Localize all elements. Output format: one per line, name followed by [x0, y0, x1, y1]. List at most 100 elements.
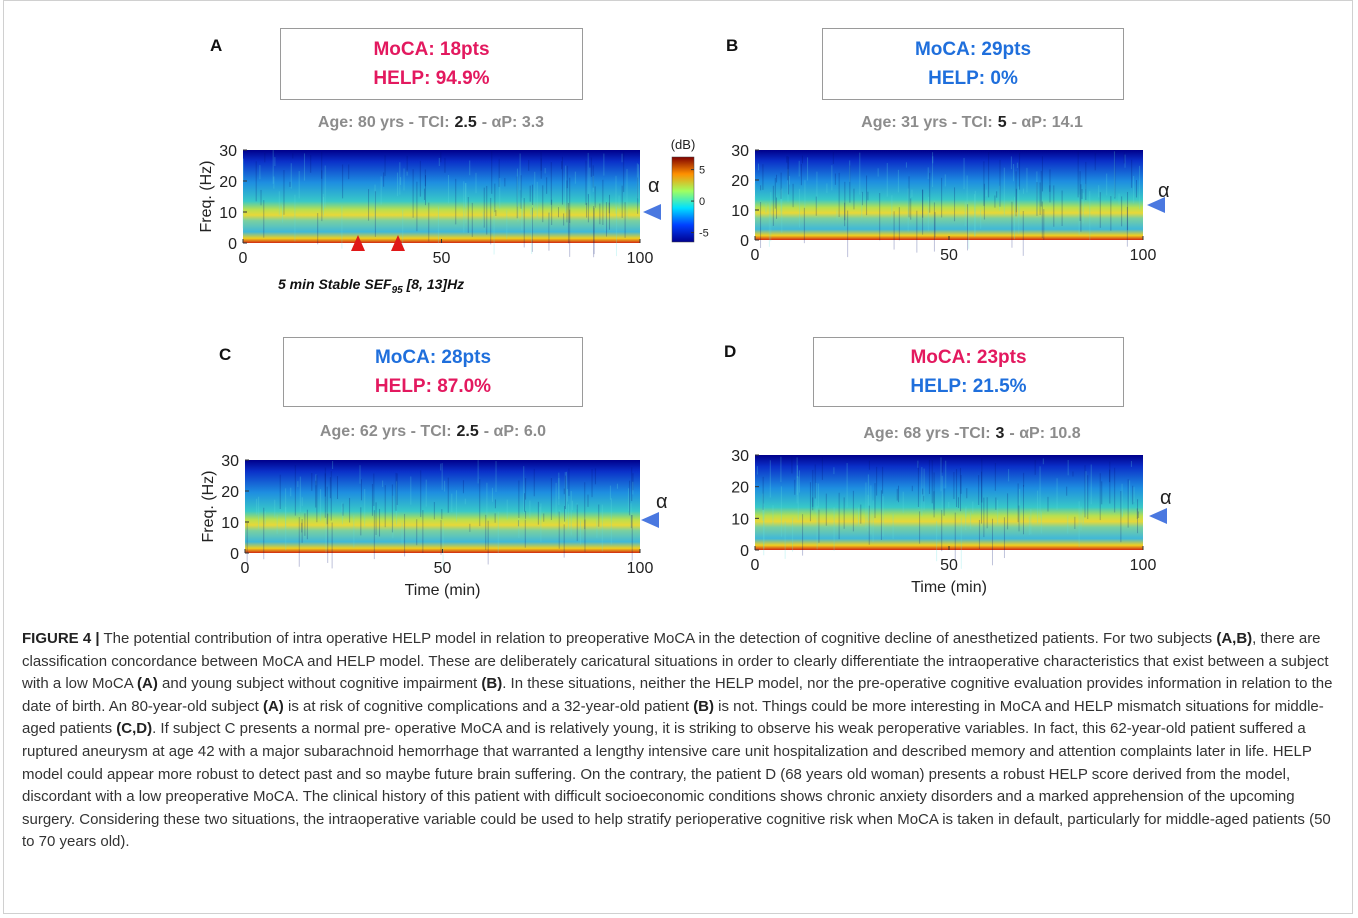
x-tick-label: 50: [940, 247, 958, 264]
x-tick-label: 100: [1130, 557, 1157, 574]
colorbar: [671, 156, 695, 243]
info-tci: 3: [995, 425, 1005, 442]
y-tick-label: 30: [219, 143, 237, 160]
alpha-label: α: [656, 491, 668, 513]
moca-score: MoCA: 18pts: [373, 39, 490, 60]
spectrogram-texture: [756, 455, 1140, 569]
y-tick-label: 0: [740, 543, 749, 560]
caption-text: and young subject without cognitive impa…: [157, 675, 482, 693]
caption-ref: (A,B): [1216, 630, 1253, 647]
moca-score: MoCA: 23pts: [910, 347, 1027, 368]
sef-annotation: 5 min Stable SEF95 [8, 13]Hz: [278, 276, 464, 296]
y-tick-label: 20: [219, 174, 237, 191]
y-tick-label: 0: [228, 236, 237, 253]
alpha-marker: [641, 512, 659, 528]
spectrogram-texture: [246, 460, 634, 570]
panel-label: C: [219, 345, 232, 364]
x-tick-label: 50: [434, 560, 452, 577]
y-tick-label: 10: [221, 515, 239, 532]
y-tick-label: 10: [731, 203, 749, 220]
info-tci: 5: [997, 114, 1007, 131]
x-tick-label: 0: [241, 560, 250, 577]
x-tick-label: 100: [627, 560, 654, 577]
info-alpha-power: - αP: 3.3: [481, 114, 545, 131]
sef-arrow: [351, 235, 365, 251]
info-alpha-power: - αP: 14.1: [1011, 114, 1083, 131]
y-tick-label: 30: [731, 448, 749, 465]
y-axis-label: Freq. (Hz): [198, 161, 215, 233]
caption-ref: (B): [481, 675, 503, 693]
info-age: Age: 31 yrs - TCI:: [861, 114, 993, 131]
info-alpha-power: - αP: 10.8: [1009, 425, 1081, 442]
sef-range: [8, 13]Hz: [403, 276, 464, 292]
caption-text: is not. Things could be more interesting…: [22, 697, 1324, 738]
subject-info: Age: 31 yrs - TCI: 5- αP: 14.1: [861, 114, 1083, 132]
caption-text: is at risk of cognitive complications an…: [283, 697, 694, 715]
spectrogram-texture: [242, 150, 639, 258]
spectrogram: [755, 150, 1143, 240]
subject-info: Age: 80 yrs - TCI: 2.5- αP: 3.3: [318, 114, 544, 132]
x-tick-label: 0: [239, 250, 248, 267]
caption-ref: (A): [262, 697, 284, 715]
x-tick-label: 100: [1130, 247, 1157, 264]
y-tick-label: 30: [221, 453, 239, 470]
caption-text: The potential contribution of intra oper…: [103, 630, 1217, 647]
score-box: MoCA: 28pts HELP: 87.0%: [283, 337, 583, 407]
sef-arrow: [391, 235, 405, 251]
colorbar-tick-label: 0: [699, 196, 705, 208]
spectrogram: [245, 460, 640, 553]
x-tick-label: 0: [751, 247, 760, 264]
info-alpha-power: - αP: 6.0: [483, 423, 547, 440]
subject-info: Age: 68 yrs -TCI: 3- αP: 10.8: [863, 425, 1080, 443]
colorbar-tick-label: -5: [699, 228, 709, 240]
alpha-marker: [643, 204, 661, 220]
x-tick-label: 50: [940, 557, 958, 574]
caption-ref: (A): [137, 675, 158, 693]
sef-text: 5 min Stable SEF: [278, 276, 392, 292]
caption-text: . If subject C presents a normal pre- op…: [22, 720, 1331, 851]
sef-subscript: 95: [392, 285, 404, 296]
caption-text: , there are classification concordance b…: [22, 630, 1329, 693]
help-score: HELP: 21.5%: [910, 376, 1027, 397]
y-tick-label: 20: [731, 480, 749, 497]
panel-label: D: [724, 342, 737, 361]
help-score: HELP: 0%: [928, 68, 1018, 89]
info-tci: 2.5: [456, 423, 479, 440]
moca-score: MoCA: 28pts: [374, 347, 492, 368]
colorbar-title: (dB): [671, 137, 696, 152]
y-tick-label: 20: [221, 484, 239, 501]
alpha-marker: [1147, 197, 1165, 213]
y-tick-label: 0: [740, 233, 749, 250]
y-tick-label: 10: [219, 205, 237, 222]
caption-ref: (B): [693, 697, 715, 715]
y-tick-label: 30: [731, 143, 749, 160]
x-tick-label: 0: [751, 557, 760, 574]
x-axis-label: Time (min): [405, 582, 481, 599]
x-tick-label: 100: [627, 250, 654, 267]
help-score: HELP: 87.0%: [374, 376, 492, 397]
spectrogram: [243, 150, 640, 243]
info-age: Age: 68 yrs -TCI:: [863, 425, 991, 442]
info-tci: 2.5: [454, 114, 477, 131]
x-axis-label: Time (min): [911, 579, 987, 596]
panel-label: A: [210, 36, 223, 55]
y-axis-label: Freq. (Hz): [200, 471, 217, 543]
score-box: MoCA: 18pts HELP: 94.9%: [280, 28, 583, 100]
caption-label: FIGURE 4 |: [22, 630, 100, 647]
spectrogram: [755, 455, 1143, 550]
y-tick-label: 10: [731, 511, 749, 528]
caption: FIGURE 4 | The potential contribution of…: [22, 628, 1340, 854]
subject-info: Age: 62 yrs - TCI: 2.5- αP: 6.0: [320, 423, 546, 441]
colorbar-tick-label: 5: [699, 165, 705, 177]
alpha-label: α: [648, 175, 660, 197]
score-box: MoCA: 29pts HELP: 0%: [822, 28, 1124, 100]
spectrogram-texture: [754, 150, 1141, 258]
caption-ref: (C,D): [116, 720, 153, 738]
info-age: Age: 80 yrs - TCI:: [317, 114, 450, 131]
help-score: HELP: 94.9%: [373, 68, 490, 89]
moca-score: MoCA: 29pts: [914, 39, 1032, 60]
alpha-marker: [1149, 508, 1167, 524]
alpha-label: α: [1160, 487, 1172, 509]
